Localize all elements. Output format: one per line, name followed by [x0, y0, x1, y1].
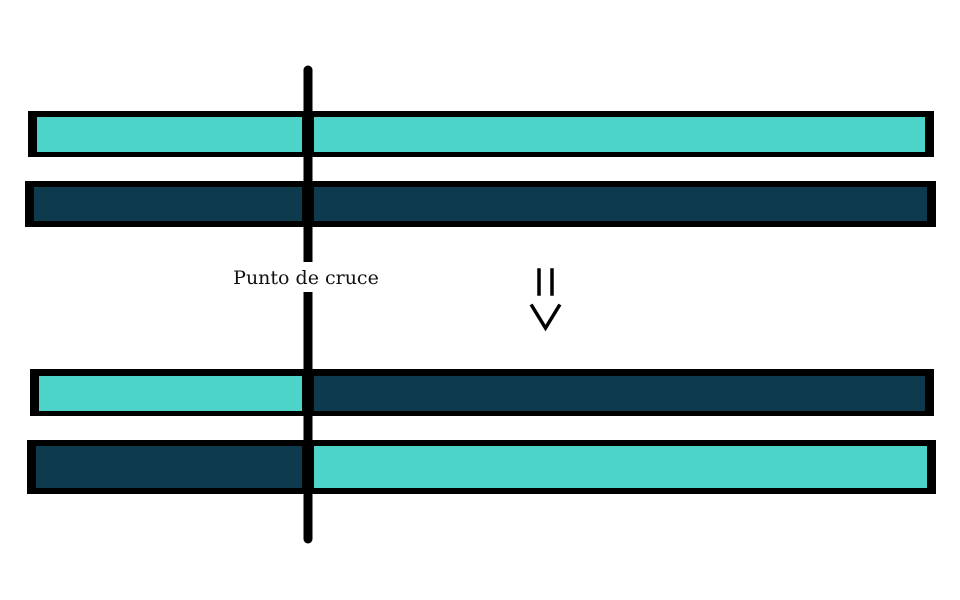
chromosome-segment-left: [34, 187, 302, 221]
crossover-label: Punto de cruce: [233, 267, 379, 289]
chromosome-segment-left: [39, 376, 302, 411]
chromosome-segment-right: [314, 446, 927, 488]
offspring-chromosome-1: [30, 369, 934, 416]
chromosome-segment-right: [314, 376, 925, 411]
chromosome-segment-right: [314, 117, 925, 152]
parent-chromosome-2: [25, 181, 936, 227]
chromosome-segment-left: [37, 117, 302, 152]
chromosome-segment-right: [314, 187, 927, 221]
offspring-chromosome-2: [27, 440, 936, 494]
implies-arrow-icon: [529, 268, 562, 332]
parent-chromosome-1: [28, 111, 934, 157]
crossover-label-background: [230, 262, 382, 292]
chromosome-segment-left: [36, 446, 302, 488]
